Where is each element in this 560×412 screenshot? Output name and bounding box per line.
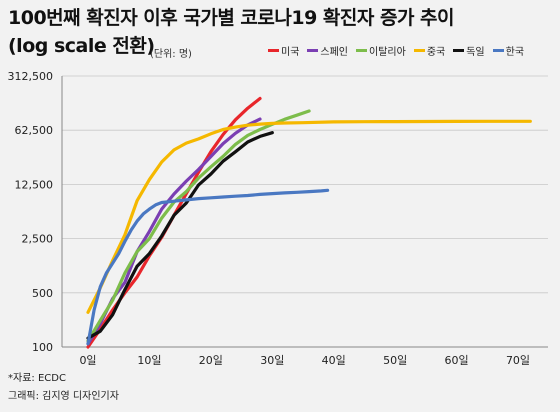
legend-swatch xyxy=(492,48,504,52)
line-chart: 100 500 2,500 12,500 62,500 312,500 0일 10일 20일 30… xyxy=(8,70,548,367)
legend-label: 한국 xyxy=(505,46,525,58)
series-line xyxy=(86,188,330,346)
legend-label: 미국 xyxy=(281,46,300,58)
chart-subtitle: (log scale 전환) xyxy=(8,35,155,57)
legend-item: 한국 xyxy=(492,43,525,58)
y-tick-label: 12,500 xyxy=(15,178,54,191)
series-line xyxy=(86,119,532,314)
legend-swatch xyxy=(413,48,425,52)
y-tick-label: 62,500 xyxy=(15,124,54,137)
x-tick-label: 40일 xyxy=(322,353,346,367)
y-tick-label: 100 xyxy=(32,341,53,354)
y-tick-label: 500 xyxy=(32,287,53,300)
graphic-credit: 그래픽: 김지영 디자인기자 xyxy=(8,391,119,402)
legend-item: 미국 xyxy=(268,43,299,58)
unit-label: (단위: 명) xyxy=(150,49,192,60)
legend-swatch xyxy=(268,48,279,52)
legend-label: 독일 xyxy=(466,46,485,58)
x-tick-label: 10일 xyxy=(137,353,161,367)
legend-swatch xyxy=(453,48,465,52)
source-note: *자료: ECDC xyxy=(8,373,66,384)
y-tick-label: 2,500 xyxy=(22,233,54,246)
legend-swatch xyxy=(356,48,368,52)
legend-label: 이탈리아 xyxy=(369,46,406,58)
chart-legend: 미국 스페인 이탈리아 중국 독일 한국 xyxy=(268,42,532,58)
x-tick-label: 0일 xyxy=(79,353,96,367)
legend-item: 독일 xyxy=(453,43,485,58)
chart-title: 100번째 확진자 이후 국가별 코로나19 확진자 증가 추이 xyxy=(8,7,455,29)
series-line xyxy=(86,131,274,340)
x-tick-label: 30일 xyxy=(260,353,284,367)
legend-swatch xyxy=(307,48,319,52)
legend-label: 중국 xyxy=(426,46,446,58)
x-tick-label: 70일 xyxy=(506,353,530,367)
x-tick-label: 60일 xyxy=(445,353,469,367)
legend-item: 이탈리아 xyxy=(356,43,406,58)
legend-item: 스페인 xyxy=(307,43,348,58)
legend-item: 중국 xyxy=(413,43,446,58)
legend-label: 스페인 xyxy=(320,46,349,58)
x-tick-label: 50일 xyxy=(383,353,407,367)
x-tick-label: 20일 xyxy=(199,353,223,367)
y-tick-label: 312,500 xyxy=(8,70,54,83)
